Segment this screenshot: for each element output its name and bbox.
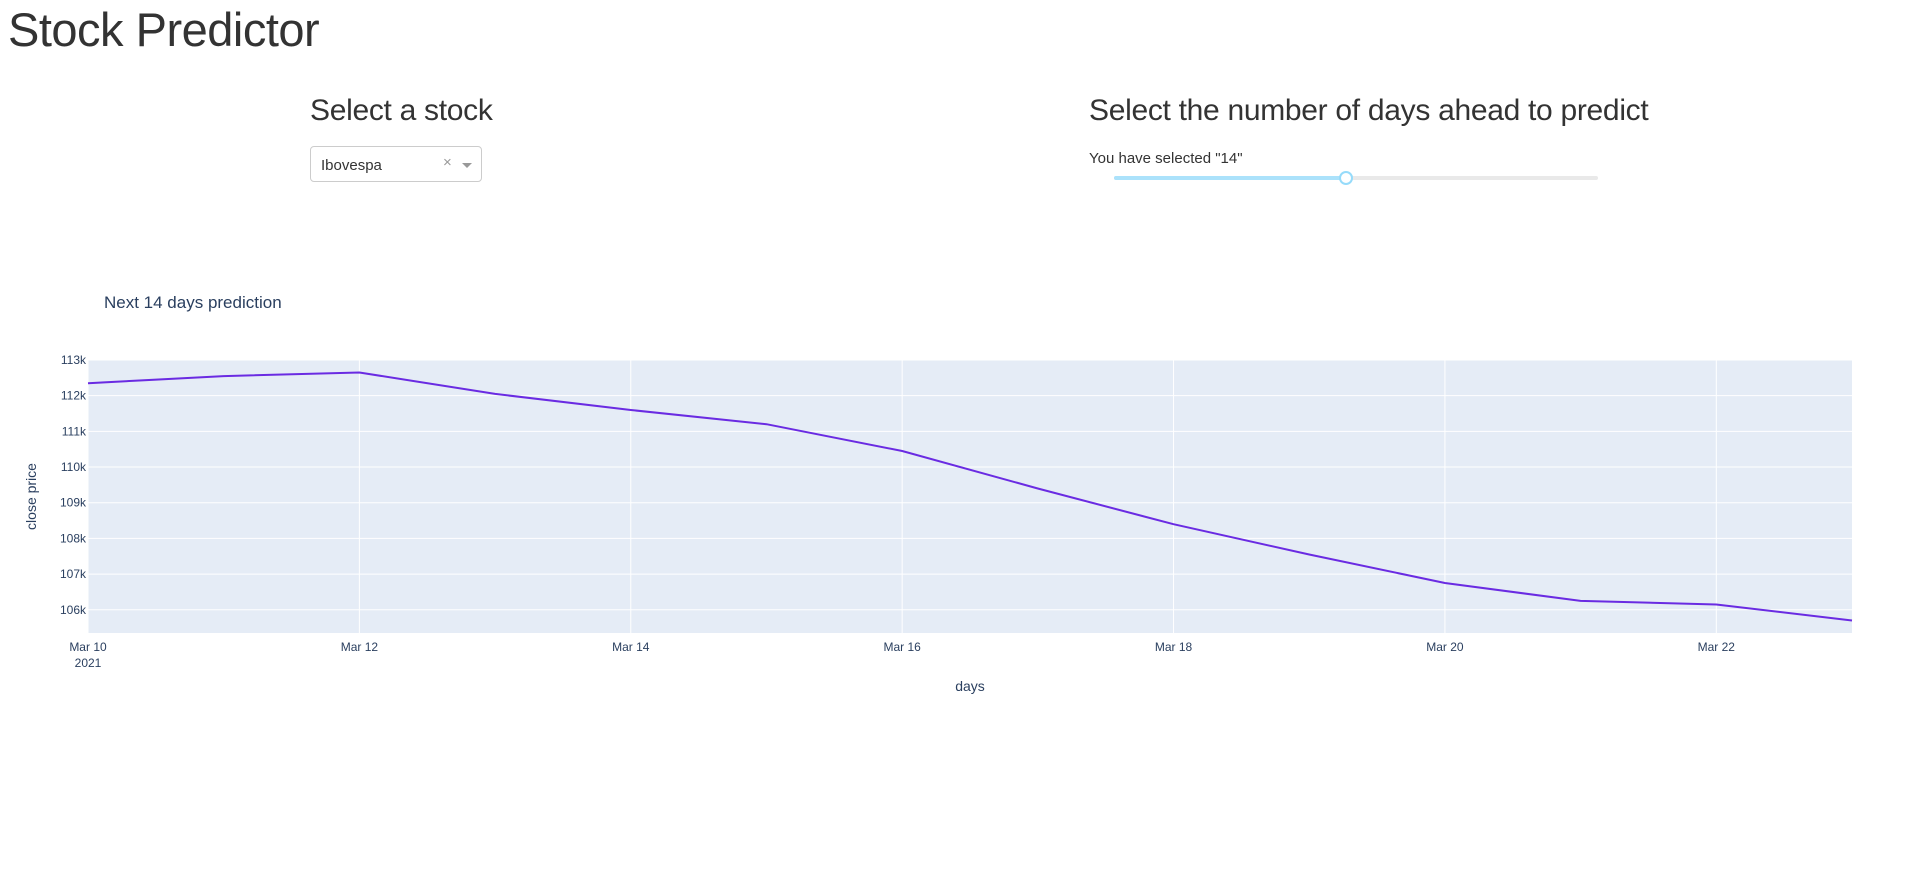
x-tick-label: Mar 12 xyxy=(341,640,379,654)
slider-status-text: You have selected "14" xyxy=(1089,150,1243,167)
x-tick-year-label: 2021 xyxy=(75,656,102,670)
x-tick-label: Mar 22 xyxy=(1698,640,1736,654)
y-tick-label: 110k xyxy=(61,460,87,474)
y-tick-label: 111k xyxy=(62,424,87,438)
slider-track xyxy=(1114,176,1347,180)
x-tick-label: Mar 14 xyxy=(612,640,650,654)
y-axis-label: close price xyxy=(23,463,39,530)
axis-ticks: 106k 107k 108k 109k 110k 111k 112k 113k Mar 10 20… xyxy=(60,353,1735,670)
grid-lines xyxy=(87,359,1852,633)
slider-rail[interactable] xyxy=(1114,176,1598,180)
y-tick-label: 113k xyxy=(61,353,87,367)
plot-area xyxy=(88,360,1852,633)
chart-title: Next 14 days prediction xyxy=(104,293,282,312)
days-slider[interactable] xyxy=(1114,171,1598,185)
chart-svg: 106k 107k 108k 109k 110k 111k 112k 113k Mar 10 20… xyxy=(23,353,1853,694)
clear-icon[interactable]: × xyxy=(443,154,452,171)
chevron-down-icon[interactable] xyxy=(462,163,472,168)
y-tick-label: 107k xyxy=(60,567,87,581)
series-line xyxy=(87,371,1853,622)
y-tick-label: 109k xyxy=(60,496,87,510)
y-tick-label: 112k xyxy=(61,389,87,403)
x-tick-label: Mar 18 xyxy=(1155,640,1193,654)
x-tick-label: Mar 16 xyxy=(883,640,921,654)
x-tick-label: Mar 20 xyxy=(1426,640,1464,654)
y-tick-label: 108k xyxy=(60,531,87,545)
x-axis-label: days xyxy=(955,678,985,694)
x-tick-label: Mar 10 xyxy=(69,640,107,654)
slider-handle[interactable] xyxy=(1339,171,1354,185)
prediction-chart: Next 14 days prediction 106k 107k 108k 109k… xyxy=(0,280,1918,700)
days-select-heading: Select the number of days ahead to predi… xyxy=(1089,94,1649,127)
stock-dropdown-value: Ibovespa xyxy=(321,157,382,174)
stock-select-heading: Select a stock xyxy=(310,94,493,127)
y-tick-label: 106k xyxy=(60,603,87,617)
stock-dropdown[interactable]: Ibovespa × xyxy=(310,146,482,182)
app-title: Stock Predictor xyxy=(8,3,320,56)
